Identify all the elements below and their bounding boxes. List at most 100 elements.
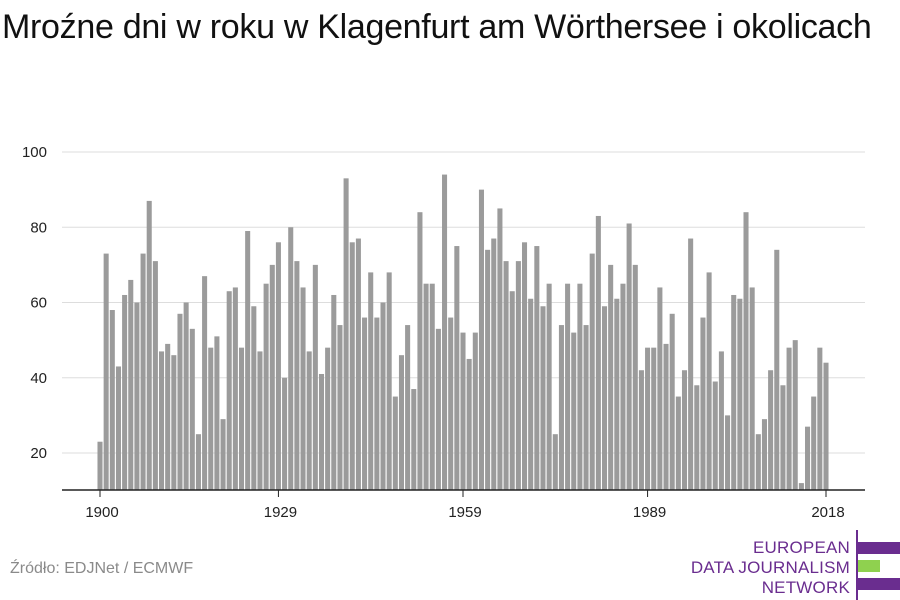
bar-1984 (614, 298, 620, 490)
bar-1951 (411, 389, 417, 490)
bar-1970 (528, 298, 534, 490)
bar-1940 (343, 178, 349, 490)
bar-1932 (294, 261, 300, 490)
logo-bar-top (858, 542, 900, 554)
bar-1964 (491, 238, 497, 490)
bar-2016 (811, 396, 817, 490)
bar-2012 (786, 347, 792, 490)
bar-1978 (577, 283, 583, 490)
bar-1946 (380, 302, 386, 490)
bar-1997 (694, 385, 700, 490)
bar-1948 (392, 396, 398, 490)
bar-1904 (122, 294, 128, 490)
bar-2018 (823, 362, 829, 490)
bar-1993 (669, 313, 675, 490)
logo-line-2: DATA JOURNALISM (690, 558, 850, 577)
bar-1963 (485, 249, 491, 490)
bar-1981 (595, 215, 601, 490)
bar-1919 (214, 336, 220, 490)
bar-1990 (651, 347, 657, 490)
bar-2008 (761, 419, 767, 490)
bar-2013 (792, 340, 798, 491)
logo-bars-icon (856, 532, 900, 598)
bar-1999 (706, 272, 712, 490)
bar-1920 (220, 419, 226, 490)
bar-1900 (97, 441, 103, 490)
y-tick-label: 80 (30, 219, 47, 236)
bar-1902 (109, 310, 115, 490)
bar-1998 (700, 317, 706, 490)
bar-1905 (128, 279, 134, 490)
bar-1926 (257, 351, 263, 490)
logo-text: EUROPEAN DATA JOURNALISM NETWORK (691, 538, 850, 598)
bar-2004 (737, 298, 743, 490)
bar-1968 (515, 261, 521, 490)
logo-line-3: NETWORK (761, 578, 850, 597)
bar-2003 (731, 294, 737, 490)
bar-2010 (774, 249, 780, 490)
bar-2007 (755, 434, 761, 490)
bar-1934 (306, 351, 312, 490)
bar-1994 (675, 396, 681, 490)
bar-1952 (417, 212, 423, 490)
bar-1966 (503, 261, 509, 490)
bar-1929 (275, 242, 281, 490)
bar-1969 (522, 242, 528, 490)
bar-1991 (657, 287, 663, 490)
bar-2015 (805, 426, 811, 490)
bar-1938 (331, 294, 337, 490)
bar-2017 (817, 347, 823, 490)
bar-1907 (140, 253, 146, 490)
y-tick-label: 100 (22, 144, 47, 161)
bar-1983 (608, 264, 614, 491)
bar-2002 (725, 415, 731, 491)
bar-1921 (226, 291, 232, 490)
chart-title: Mroźne dni w roku w Klagenfurt am Wörthe… (2, 8, 872, 46)
x-tick-label: 1929 (264, 504, 297, 521)
bar-2009 (768, 370, 774, 490)
bar-1980 (589, 253, 595, 490)
bar-1913 (177, 313, 183, 490)
bar-1955 (435, 328, 441, 490)
x-tick-label: 1900 (85, 504, 118, 521)
bar-1986 (626, 223, 632, 491)
y-axis-ticks: 20 40 60 80 100 (22, 144, 47, 462)
bar-1957 (448, 317, 454, 490)
y-tick-label: 20 (30, 445, 47, 462)
bar-1914 (183, 302, 189, 490)
bar-1959 (460, 332, 466, 490)
bar-1912 (171, 355, 177, 490)
bar-1996 (688, 238, 694, 490)
bar-1911 (165, 343, 171, 490)
bar-2001 (718, 351, 724, 490)
bar-1945 (374, 317, 380, 490)
bar-1982 (601, 306, 608, 490)
logo-bar-middle (858, 560, 880, 572)
bar-1925 (251, 306, 257, 490)
bar-1922 (232, 287, 238, 490)
y-tick-label: 60 (30, 295, 47, 312)
bar-1950 (405, 325, 411, 490)
bar-1954 (429, 283, 435, 490)
bar-1915 (189, 328, 195, 490)
logo-bar-bottom (858, 578, 900, 590)
bar-1995 (681, 370, 688, 490)
bar-1987 (632, 264, 638, 491)
bar-2005 (743, 212, 749, 490)
bar-1916 (195, 434, 201, 490)
bar-1965 (497, 208, 503, 490)
bar-1989 (645, 347, 651, 490)
bar-1909 (152, 261, 158, 490)
y-tick-label: 40 (30, 370, 47, 387)
bar-1906 (134, 302, 140, 490)
bar-2000 (712, 381, 718, 490)
bar-1910 (159, 351, 165, 490)
bar-1928 (269, 264, 275, 491)
bar-1937 (325, 347, 331, 490)
bar-1944 (368, 272, 374, 490)
bar-1931 (288, 227, 294, 490)
bar-1941 (349, 242, 355, 490)
bar-1908 (146, 200, 152, 490)
x-tick-label: 2018 (811, 504, 844, 521)
bar-2006 (749, 287, 755, 490)
